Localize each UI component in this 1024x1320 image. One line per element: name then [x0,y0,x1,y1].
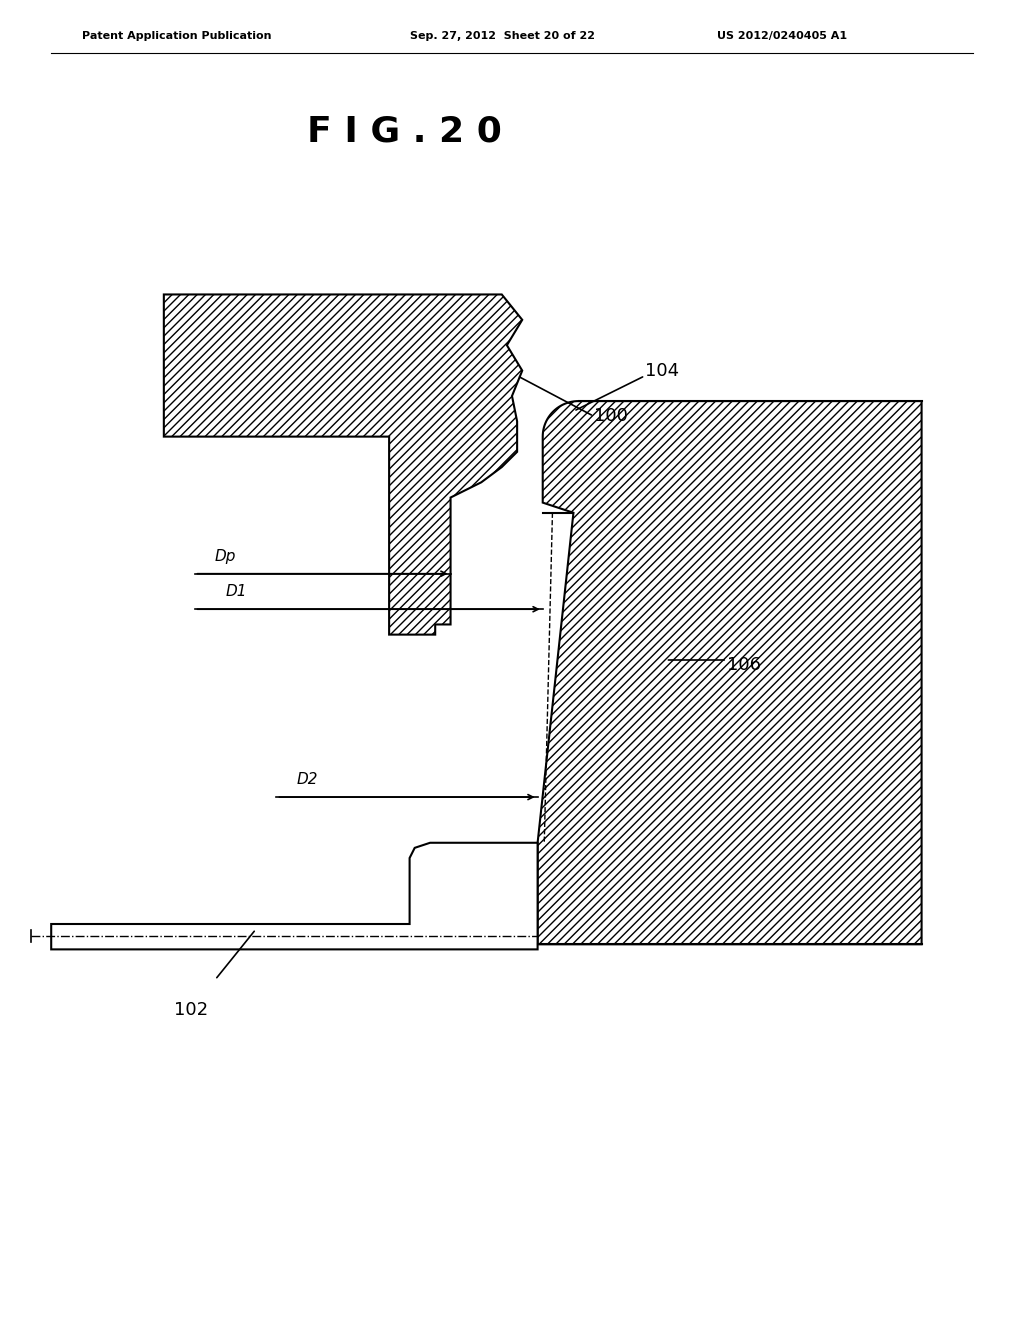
Text: D1: D1 [225,583,247,599]
Text: 100: 100 [594,408,628,425]
Text: Dp: Dp [215,549,237,564]
Text: F I G . 2 0: F I G . 2 0 [307,115,502,149]
Text: US 2012/0240405 A1: US 2012/0240405 A1 [717,30,847,41]
Text: 106: 106 [727,656,761,675]
Polygon shape [164,294,522,635]
Text: 102: 102 [174,1002,208,1019]
Polygon shape [51,842,538,949]
Text: Sep. 27, 2012  Sheet 20 of 22: Sep. 27, 2012 Sheet 20 of 22 [410,30,595,41]
Text: D2: D2 [297,772,318,787]
Text: Patent Application Publication: Patent Application Publication [82,30,271,41]
Polygon shape [538,401,922,944]
Text: 104: 104 [645,362,679,380]
